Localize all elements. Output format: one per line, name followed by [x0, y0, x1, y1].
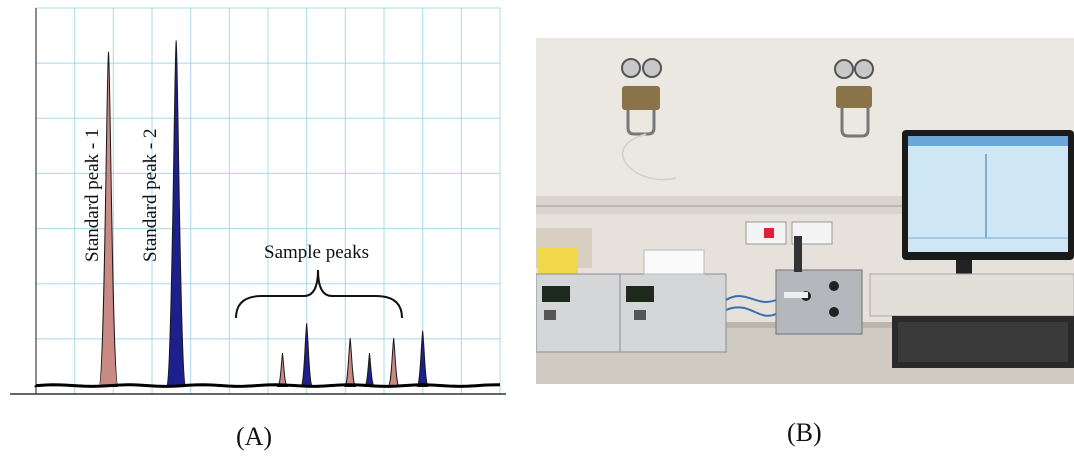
gas-regulator-right: [834, 59, 874, 138]
computer-keyboard-stand: [869, 273, 1074, 368]
chart-baseline: [10, 383, 506, 395]
chromatogram-chart: Standard peak - 1 Standard peak - 2 Samp…: [0, 0, 510, 420]
chromatogram-peak-7: [387, 338, 400, 388]
panel-b-label: (B): [787, 418, 822, 447]
gc-instrument: [536, 273, 727, 353]
sample-injector: [775, 236, 863, 335]
chart-peaks: [98, 40, 430, 388]
chromatogram-peak-2: [165, 40, 187, 388]
cable-1: [725, 295, 777, 303]
standard-peak-1-label: Standard peak - 1: [82, 129, 103, 262]
standard-peak-2-label: Standard peak - 2: [140, 129, 161, 262]
outlet-indicator: [764, 228, 774, 238]
cable-2: [725, 306, 777, 317]
panel-a-label: (A): [236, 422, 273, 451]
chromatogram-panel: Standard peak - 1 Standard peak - 2 Samp…: [0, 0, 510, 420]
sample-peaks-brace: [235, 269, 403, 319]
chromatogram-peak-8: [416, 330, 430, 388]
lab-photo: [536, 38, 1074, 384]
chromatogram-baseline: [34, 383, 501, 388]
monitor: [902, 130, 1074, 290]
gas-regulator-left: [621, 58, 662, 136]
lab-photo-panel: [536, 38, 1074, 384]
paper-sheet: [643, 249, 705, 275]
yellow-container: [538, 248, 578, 278]
chromatogram-peak-1: [98, 51, 119, 388]
tubing: [622, 133, 677, 181]
chart-background: [0, 0, 510, 420]
sample-peaks-label: Sample peaks: [264, 242, 369, 263]
chromatogram-peak-4: [300, 323, 314, 388]
